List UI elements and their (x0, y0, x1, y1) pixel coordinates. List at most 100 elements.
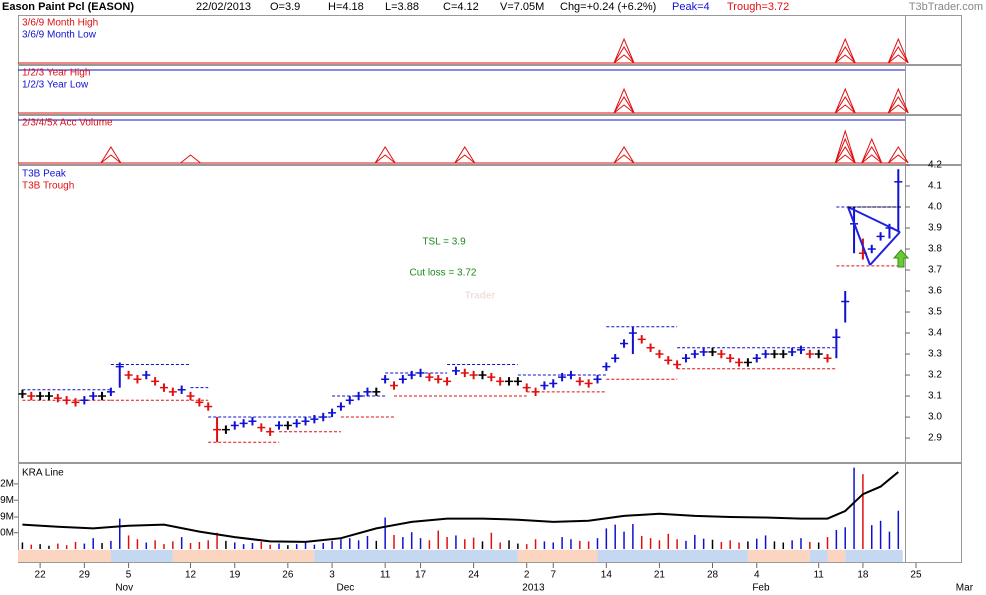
x-tick-label: 7 (550, 570, 556, 581)
panel-frame (18, 463, 962, 563)
month-label: 2013 (522, 583, 545, 594)
x-tick-label: 26 (282, 570, 294, 581)
trend-line (869, 231, 901, 266)
header-peak: Peak=4 (672, 1, 710, 13)
signal-spike (613, 37, 635, 64)
signal-spike (887, 146, 909, 164)
header-close: C=4.12 (443, 1, 479, 13)
y-tick-label: 2.9 (928, 433, 942, 444)
brand: T3bTrader.com (909, 1, 983, 13)
legend-label: KRA Line (22, 468, 64, 479)
trend-band (172, 550, 315, 562)
trend-band (845, 550, 903, 562)
header-low: L=3.88 (385, 1, 419, 13)
kra-line (22, 471, 899, 543)
y-tick-label: 4.2 (928, 160, 942, 171)
x-tick-label: 17 (415, 570, 427, 581)
trend-band (827, 550, 846, 562)
trend-band (747, 550, 810, 562)
x-tick-label: 28 (707, 570, 719, 581)
signal-spike (613, 146, 635, 164)
header-change: Chg=+0.24 (+6.2%) (560, 1, 656, 13)
trend-band (597, 550, 748, 562)
trend-band (110, 550, 173, 562)
trend-band (517, 550, 598, 562)
panel-frame (18, 115, 962, 165)
x-tick-label: 2 (524, 570, 530, 581)
stock-title: Eason Paint Pcl (EASON) (2, 1, 134, 13)
header-trough: Trough=3.72 (727, 1, 789, 13)
panel-frame (18, 65, 962, 115)
watermark: Trader (465, 291, 496, 302)
x-tick-label: 29 (79, 570, 91, 581)
y-tick-label: 3.9 (928, 223, 942, 234)
x-tick-label: 11 (813, 570, 824, 581)
signal-spike (454, 146, 476, 164)
y-tick-label: 3.8 (928, 244, 942, 255)
legend-label: T3B Peak (22, 169, 67, 180)
marks: 2.9 3.0 3.1 3.2 3.3 3.4 3.5 3.6 3.7 3.8 3.9 4.0 4.1 4… (0, 18, 974, 594)
month-label: Mar (956, 583, 974, 594)
signal-spike (834, 37, 856, 64)
x-tick-label: 5 (126, 570, 132, 581)
legend-label: T3B Trough (22, 181, 74, 192)
panel-frame (18, 165, 962, 463)
signal-spike (374, 146, 396, 164)
x-tick-label: 14 (601, 570, 613, 581)
y-tick-label: 3.3 (928, 349, 942, 360)
y-tick-label: 12M (0, 479, 14, 490)
month-label: Feb (752, 583, 770, 594)
x-tick-label: 4 (754, 570, 760, 581)
x-tick-label: 21 (654, 570, 666, 581)
legend-label: 3/6/9 Month High (22, 18, 98, 29)
x-tick-label: 12 (185, 570, 197, 581)
y-tick-label: 4.1 (928, 181, 942, 192)
x-tick-label: 3 (329, 570, 335, 581)
y-tick-label: 3.4 (928, 328, 942, 339)
x-tick-label: 22 (35, 570, 47, 581)
header-high: H=4.18 (328, 1, 364, 13)
legend-label: 1/2/3 Year High (22, 68, 90, 79)
legend-label: 3/6/9 Month Low (22, 30, 97, 41)
y-tick-label: 4.0 (928, 202, 942, 213)
header-date: 22/02/2013 (196, 1, 251, 13)
signal-spike (887, 37, 909, 64)
panel-frame (18, 15, 962, 65)
header-open: O=3.9 (270, 1, 300, 13)
y-tick-label: 3.7 (928, 265, 942, 276)
y-tick-label: 5.9M (0, 512, 14, 523)
y-tick-label: 3.00M (0, 527, 14, 538)
buy-arrow (892, 249, 910, 268)
trend-line (847, 206, 871, 266)
signal-spike (613, 87, 635, 114)
legend-label: 2/3/4/5x Acc Volume (22, 118, 113, 129)
x-tick-label: 19 (229, 570, 241, 581)
triangle-drawing (847, 206, 901, 266)
x-tick-label: 25 (910, 570, 922, 581)
signal-spike (834, 129, 856, 164)
trend-band (314, 550, 518, 562)
signal-spike (834, 87, 856, 114)
signal-spike (100, 146, 122, 164)
month-label: Nov (115, 583, 133, 594)
y-tick-label: 3.6 (928, 286, 942, 297)
trend-band (809, 550, 828, 562)
month-label: Dec (337, 583, 355, 594)
signal-spike (887, 87, 909, 114)
y-tick-label: 9M (0, 495, 14, 506)
y-tick-label: 3.5 (928, 307, 942, 318)
header-volume: V=7.05M (500, 1, 544, 13)
y-tick-label: 3.2 (928, 370, 942, 381)
trend-band (18, 550, 111, 562)
legend-label: 1/2/3 Year Low (22, 80, 89, 91)
annotation: TSL = 3.9 (422, 237, 466, 248)
annotation: Cut loss = 3.72 (410, 268, 477, 279)
signal-spike (861, 137, 883, 164)
y-tick-label: 3.0 (928, 412, 942, 423)
signal-spike (180, 154, 201, 164)
x-tick-label: 18 (857, 570, 869, 581)
trend-line (847, 206, 901, 233)
